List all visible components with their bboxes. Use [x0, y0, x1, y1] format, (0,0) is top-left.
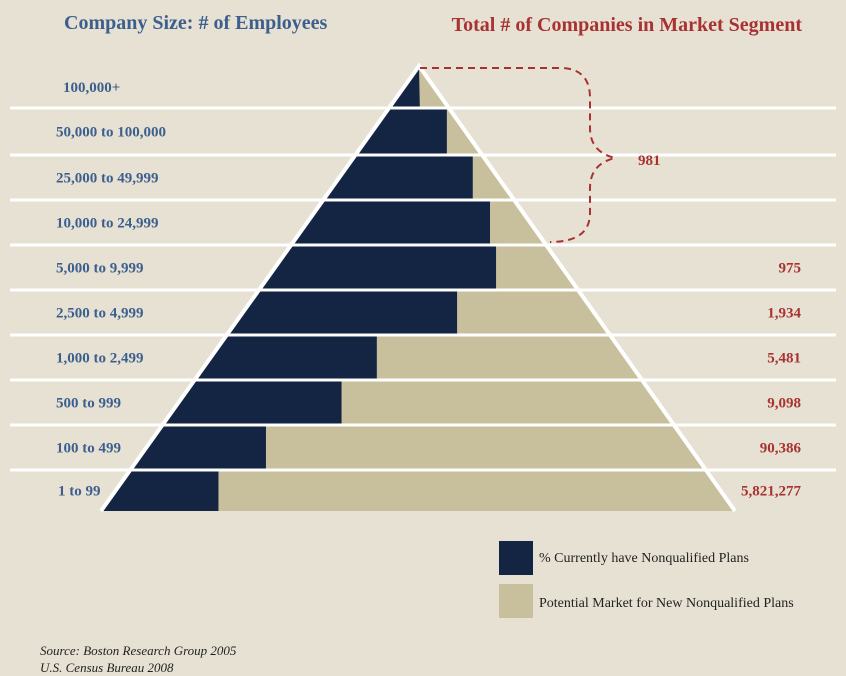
- company-count: 5,481: [767, 351, 801, 367]
- segment-current-4: [258, 245, 497, 290]
- size-label: 25,000 to 49,999: [56, 171, 159, 187]
- company-count: 5,821,277: [741, 484, 802, 500]
- size-label: 2,500 to 4,999: [56, 306, 144, 322]
- size-label: 1,000 to 2,499: [56, 351, 144, 367]
- segment-current-6: [194, 335, 377, 380]
- company-count: 9,098: [767, 396, 801, 412]
- bracket-count: 981: [638, 153, 661, 169]
- source-line-1: Source: Boston Research Group 2005: [40, 643, 237, 658]
- company-count: 90,386: [760, 441, 802, 457]
- left-header: Company Size: # of Employees: [64, 12, 328, 34]
- legend-label-current: % Currently have Nonqualified Plans: [539, 551, 749, 566]
- segment-current-7: [162, 380, 342, 425]
- legend-swatch-potential: [499, 584, 533, 618]
- segment-current-5: [226, 290, 458, 335]
- legend-label-potential: Potential Market for New Nonqualified Pl…: [539, 596, 794, 611]
- size-label: 1 to 99: [58, 484, 101, 500]
- source-note: Source: Boston Research Group 2005 U.S. …: [40, 642, 236, 676]
- pyramid-outline: [99, 62, 737, 513]
- company-count: 975: [779, 261, 802, 277]
- segment-current-2: [323, 155, 473, 200]
- bracket-top-rows: [420, 67, 616, 243]
- segment-current-1: [355, 108, 447, 155]
- size-label: 100 to 499: [56, 441, 121, 457]
- segment-current-8: [130, 425, 266, 470]
- segment-current-3: [291, 200, 490, 245]
- size-label: 10,000 to 24,999: [56, 216, 159, 232]
- size-label: 50,000 to 100,000: [56, 125, 166, 141]
- legend-swatch-current: [499, 541, 533, 575]
- source-line-2: U.S. Census Bureau 2008: [40, 660, 174, 675]
- segment-current-9: [101, 470, 219, 511]
- size-label: 100,000+: [63, 80, 120, 96]
- company-count: 1,934: [767, 306, 801, 322]
- right-header: Total # of Companies in Market Segment: [451, 14, 802, 36]
- size-label: 5,000 to 9,999: [56, 261, 144, 277]
- size-label: 500 to 999: [56, 396, 121, 412]
